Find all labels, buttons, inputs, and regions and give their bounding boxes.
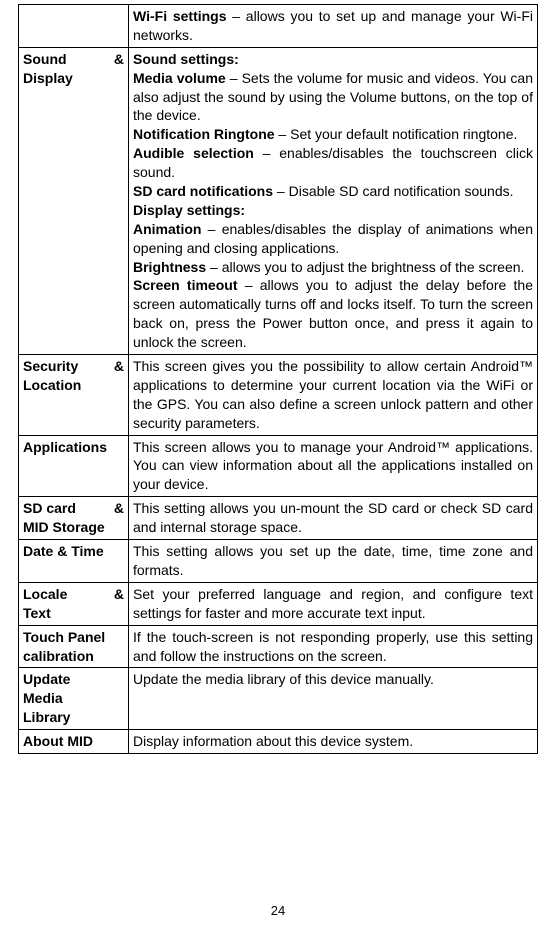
page-container: Wi-Fi settings – allows you to set up an… <box>0 0 556 934</box>
settings-label-text: MID Storage <box>23 518 124 537</box>
settings-text: – Disable SD card notification sounds. <box>273 183 513 199</box>
settings-term: Notification Ringtone <box>133 126 275 142</box>
settings-label-text: & <box>110 50 124 69</box>
settings-label-line: Security & <box>23 357 124 376</box>
settings-label-text: About MID <box>23 732 124 751</box>
settings-label: UpdateMediaLibrary <box>19 668 129 730</box>
settings-label-text: Touch Panel <box>23 628 124 647</box>
settings-term: SD card notifications <box>133 183 273 199</box>
settings-label-text: & <box>110 357 124 376</box>
settings-label-text: calibration <box>23 647 124 666</box>
settings-label-line: Sound & <box>23 50 124 69</box>
settings-label: Touch Panelcalibration <box>19 625 129 668</box>
page-number: 24 <box>0 903 556 918</box>
settings-label-text: Library <box>23 708 124 727</box>
settings-text: – Set your default notification ringtone… <box>275 126 518 142</box>
settings-text: This setting allows you set up the date,… <box>133 543 533 578</box>
settings-description: Set your preferred language and region, … <box>129 582 538 625</box>
settings-label-text: Media <box>23 689 124 708</box>
table-row: Locale &Text Set your preferred language a… <box>19 582 538 625</box>
settings-label-text: Sound <box>23 50 67 69</box>
settings-term: Wi-Fi settings <box>133 8 227 24</box>
settings-label-text: Security <box>23 357 78 376</box>
settings-text: Display information about this device sy… <box>133 733 413 749</box>
settings-label: SD card &MID Storage <box>19 497 129 540</box>
settings-label-text: Applications <box>23 438 124 457</box>
settings-term: Brightness <box>133 259 206 275</box>
settings-term: Animation <box>133 221 201 237</box>
settings-text: – allows you to adjust the brightness of… <box>206 259 524 275</box>
settings-text: This screen gives you the possibility to… <box>133 358 533 431</box>
settings-label: Locale &Text <box>19 582 129 625</box>
settings-text: Update the media library of this device … <box>133 671 434 687</box>
settings-label-text: & <box>110 585 124 604</box>
table-row: Date & Time This setting allows you set u… <box>19 540 538 583</box>
settings-label: About MID <box>19 730 129 754</box>
settings-description: Update the media library of this device … <box>129 668 538 730</box>
settings-label-text: & <box>110 499 124 518</box>
settings-label: Applications <box>19 435 129 497</box>
settings-term: Display settings: <box>133 202 245 218</box>
table-row: SD card &MID Storage This setting allows y… <box>19 497 538 540</box>
table-row: Security &Location This screen gives you t… <box>19 355 538 436</box>
table-row: Wi-Fi settings – allows you to set up an… <box>19 5 538 48</box>
settings-label-line: SD card & <box>23 499 124 518</box>
table-row: UpdateMediaLibraryUpdate the media libra… <box>19 668 538 730</box>
settings-description: Sound settings:Media volume – Sets the v… <box>129 47 538 354</box>
settings-description: If the touch-screen is not responding pr… <box>129 625 538 668</box>
settings-description: Display information about this device sy… <box>129 730 538 754</box>
settings-term: Media volume <box>133 70 226 86</box>
settings-table-body: Wi-Fi settings – allows you to set up an… <box>19 5 538 754</box>
settings-label-text: Text <box>23 604 124 623</box>
table-row: Sound &Display Sound settings: Media volume… <box>19 47 538 354</box>
table-row: Touch PanelcalibrationIf the touch-scree… <box>19 625 538 668</box>
table-row: Applications This screen allows you to ma… <box>19 435 538 497</box>
settings-label-text: Update <box>23 670 124 689</box>
settings-text: If the touch-screen is not responding pr… <box>133 629 533 664</box>
settings-label: Date & Time <box>19 540 129 583</box>
settings-description: This screen allows you to manage your An… <box>129 435 538 497</box>
settings-label-text: Display <box>23 69 124 88</box>
table-row: About MID Display information about this … <box>19 730 538 754</box>
settings-term: Audible selection <box>133 145 254 161</box>
settings-description: This setting allows you un-mount the SD … <box>129 497 538 540</box>
settings-label-text: Locale <box>23 585 67 604</box>
settings-label-text: Location <box>23 376 124 395</box>
settings-label-line: Locale & <box>23 585 124 604</box>
settings-description: Wi-Fi settings – allows you to set up an… <box>129 5 538 48</box>
settings-label-text: Date & Time <box>23 542 124 561</box>
settings-term: Screen timeout <box>133 277 237 293</box>
settings-text: This setting allows you un-mount the SD … <box>133 500 533 535</box>
settings-description: This setting allows you set up the date,… <box>129 540 538 583</box>
settings-label-text: SD card <box>23 499 76 518</box>
settings-label: Security &Location <box>19 355 129 436</box>
settings-table: Wi-Fi settings – allows you to set up an… <box>18 4 538 754</box>
settings-label: Sound &Display <box>19 47 129 354</box>
settings-text: Set your preferred language and region, … <box>133 586 533 621</box>
settings-description: This screen gives you the possibility to… <box>129 355 538 436</box>
settings-term: Sound settings: <box>133 51 239 67</box>
settings-text: This screen allows you to manage your An… <box>133 439 533 493</box>
settings-label <box>19 5 129 48</box>
